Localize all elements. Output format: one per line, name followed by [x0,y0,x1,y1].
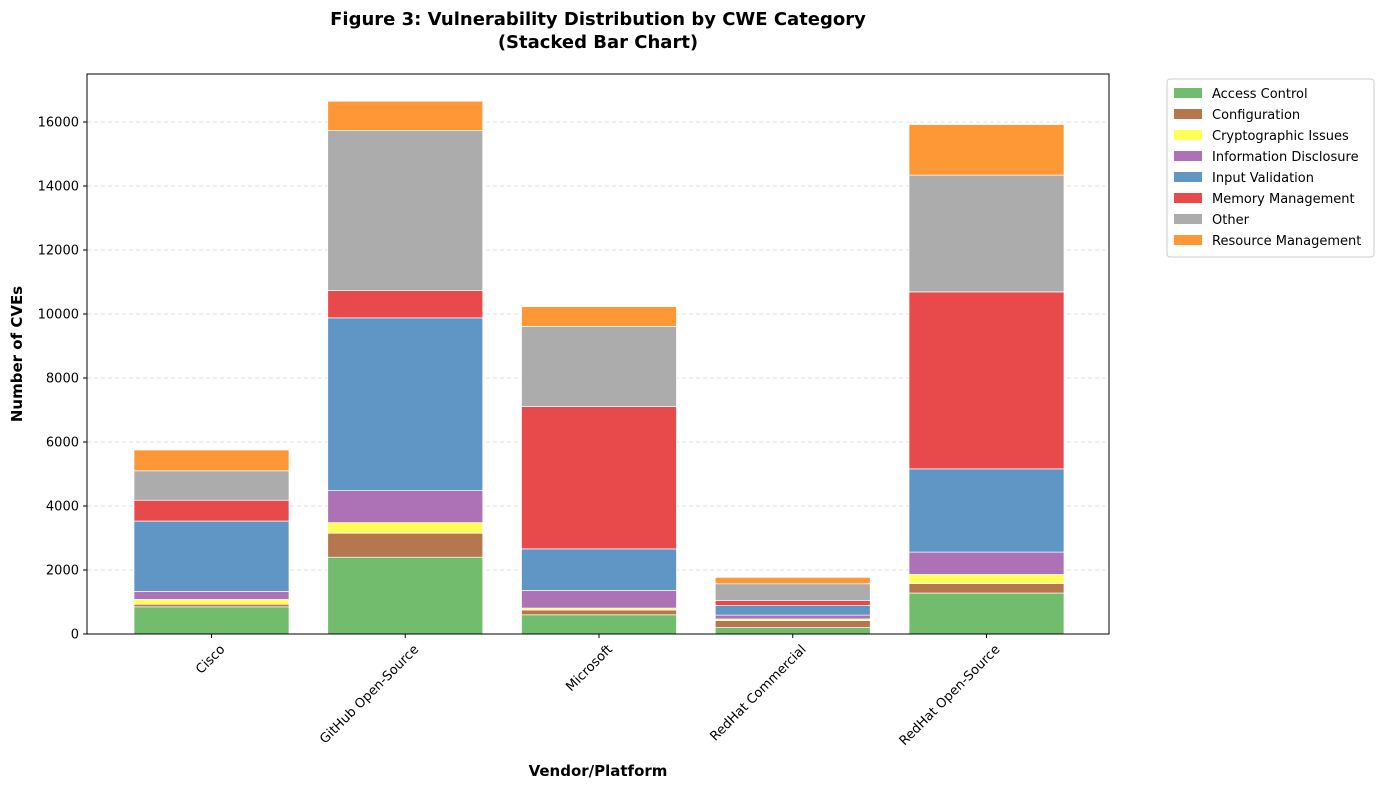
bar-memory-management-microsoft [521,406,677,550]
bar-memory-management-redhat-commercial [714,600,871,606]
x-tick-label: RedHat Commercial [707,642,809,744]
legend-label: Access Control [1212,87,1308,102]
legend-label: Other [1212,213,1250,228]
bar-cryptographic-issues-redhat-open-source [908,574,1065,584]
legend-label: Resource Management [1212,234,1361,249]
bar-access-control-github-open-source [327,556,484,635]
bar-information-disclosure-github-open-source [327,490,484,523]
legend-label: Input Validation [1212,171,1314,186]
y-tick-label: 6000 [46,436,79,451]
y-tick-label: 10000 [38,308,79,323]
y-tick-label: 0 [71,628,79,643]
bar-other-microsoft [521,326,677,407]
legend-swatch-other [1174,214,1202,224]
bar-input-validation-redhat-commercial [714,605,871,616]
legend-swatch-resource-management [1174,235,1202,245]
bar-resource-management-redhat-commercial [714,577,871,585]
legend-label: Configuration [1212,108,1300,123]
bar-information-disclosure-microsoft [521,590,677,609]
bar-configuration-redhat-open-source [908,583,1065,594]
bar-memory-management-github-open-source [327,290,484,319]
bar-other-cisco [133,470,290,501]
bar-other-github-open-source [327,130,484,291]
x-tick-label: Microsoft [563,642,615,694]
bar-other-redhat-commercial [714,583,871,601]
y-tick-label: 4000 [46,500,79,515]
legend-swatch-cryptographic-issues [1174,130,1202,140]
bar-other-redhat-open-source [908,174,1065,293]
bar-cryptographic-issues-github-open-source [327,522,484,534]
y-tick-label: 14000 [38,180,79,195]
x-tick-label: RedHat Open-Source [897,642,1004,749]
bar-resource-management-microsoft [521,306,677,327]
chart-subtitle: (Stacked Bar Chart) [498,32,698,53]
bar-memory-management-redhat-open-source [908,291,1065,470]
bar-access-control-cisco [133,606,290,635]
bar-memory-management-cisco [133,499,290,522]
bar-configuration-microsoft [521,609,677,616]
legend: Access Control Configuration Cryptographic… [1166,78,1375,258]
bar-input-validation-github-open-source [327,317,484,491]
x-tick-label: Cisco [193,642,228,677]
bars [133,100,1065,635]
bar-information-disclosure-redhat-commercial [714,614,871,620]
bar-input-validation-microsoft [521,548,677,591]
legend-swatch-access-control [1174,88,1202,98]
bar-configuration-cisco [133,603,290,608]
chart-title: Figure 3: Vulnerability Distribution by … [330,9,866,30]
y-axis-ticks: 0 2000 4000 6000 8000 10000 12000 14000 16000 [38,116,87,643]
plot-area-frame [86,73,1110,635]
bar-access-control-redhat-commercial [714,627,871,635]
y-tick-label: 12000 [38,244,79,259]
bar-access-control-redhat-open-source [908,592,1065,635]
bar-resource-management-redhat-open-source [908,124,1065,176]
legend-swatch-input-validation [1174,172,1202,182]
bar-resource-management-cisco [133,449,290,472]
y-tick-label: 16000 [38,116,79,131]
legend-frame [1166,78,1375,258]
x-axis-ticks: Cisco GitHub Open-Source Microsoft RedHat C… [193,634,1003,749]
bar-information-disclosure-redhat-open-source [908,551,1065,575]
legend-swatch-memory-management [1174,193,1202,203]
bar-input-validation-redhat-open-source [908,468,1065,553]
y-tick-label: 2000 [46,564,79,579]
bar-information-disclosure-cisco [133,591,290,600]
bar-resource-management-github-open-source [327,100,484,131]
legend-swatch-configuration [1174,109,1202,119]
bar-configuration-redhat-commercial [714,620,871,628]
legend-label: Information Disclosure [1212,150,1359,165]
x-tick-label: GitHub Open-Source [317,642,422,747]
y-axis-label: Number of CVEs [8,286,26,422]
y-tick-label: 8000 [46,372,79,387]
legend-swatch-information-disclosure [1174,151,1202,161]
bar-configuration-github-open-source [327,532,484,558]
legend-label: Cryptographic Issues [1212,129,1349,144]
bar-access-control-microsoft [521,614,677,635]
x-axis-label: Vendor/Platform [529,762,668,780]
bar-input-validation-cisco [133,520,290,592]
legend-label: Memory Management [1212,192,1355,207]
bar-cryptographic-issues-cisco [133,599,290,605]
